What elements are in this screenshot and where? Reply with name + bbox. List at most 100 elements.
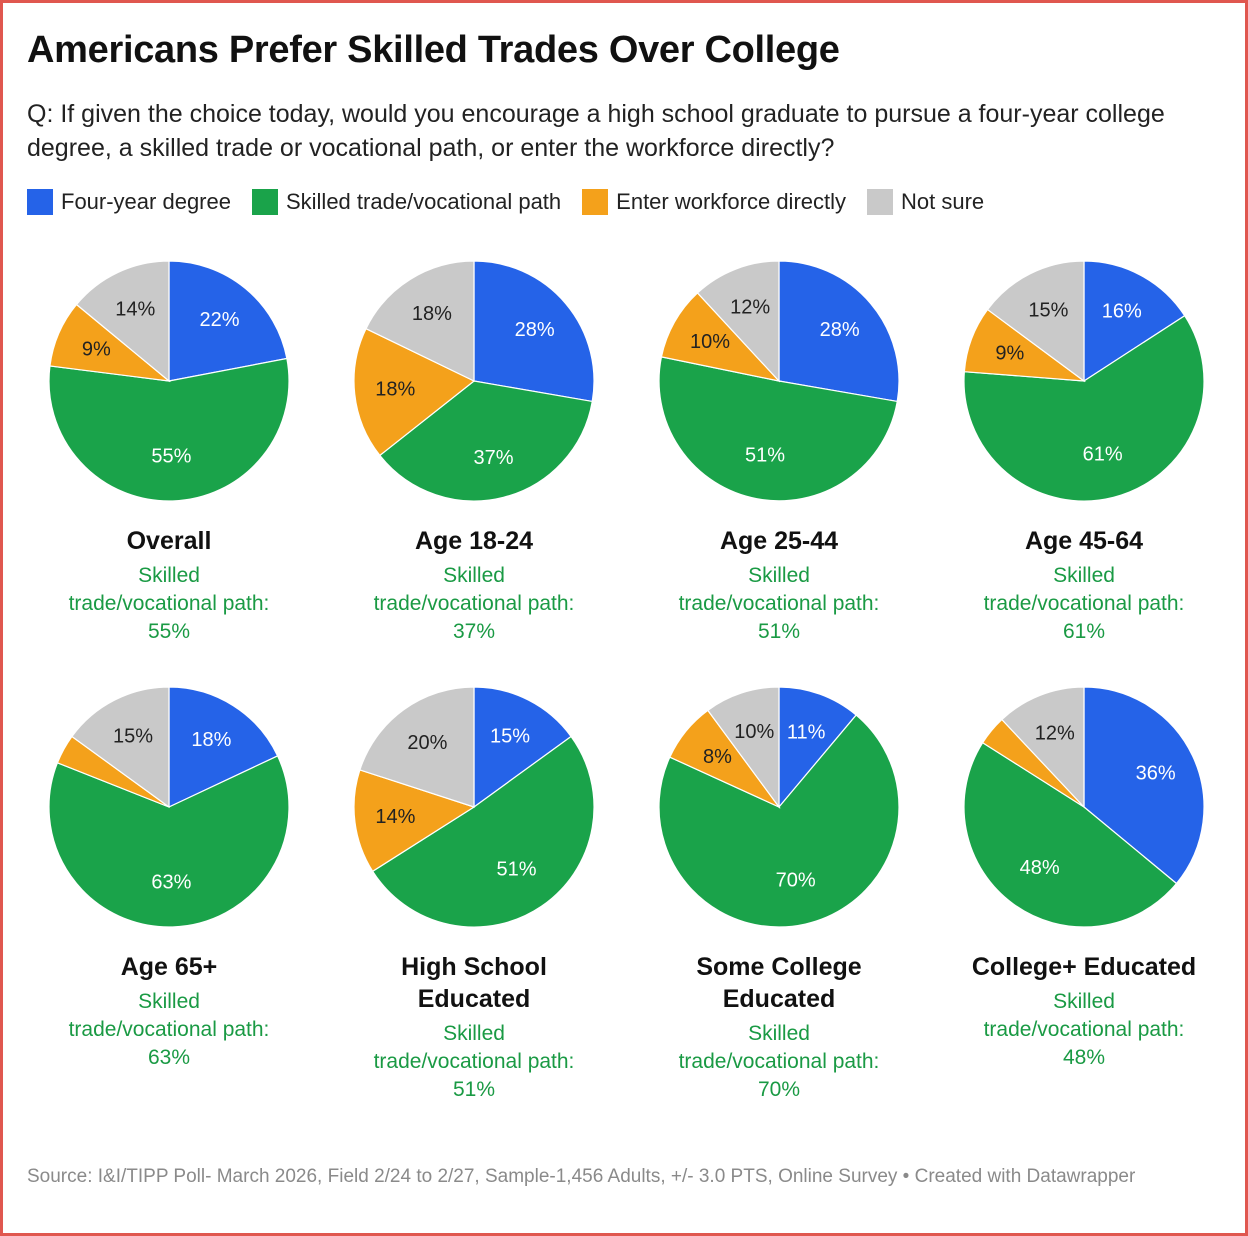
pie-slice-four-year — [473, 260, 595, 403]
slice-label-four-year: 22% — [199, 309, 239, 331]
slice-label-four-year: 16% — [1102, 300, 1142, 322]
pie-slice-workforce — [353, 327, 476, 457]
slice-label-not-sure: 10% — [734, 721, 774, 743]
slice-label-workforce: 14% — [375, 806, 415, 828]
pie-slice-four-year — [778, 260, 900, 403]
slice-label-four-year: 28% — [515, 319, 555, 341]
pie-slice-four-year — [473, 686, 572, 809]
slice-label-skilled: 61% — [1083, 443, 1123, 465]
pie-note: Skilled trade/vocational path: 51% — [678, 564, 880, 643]
slice-label-workforce: 9% — [995, 342, 1024, 364]
slice-label-workforce: 10% — [690, 331, 730, 353]
slice-label-not-sure: 20% — [407, 732, 447, 754]
legend-item-workforce: Enter workforce directly — [582, 189, 846, 215]
legend-swatch-workforce — [582, 189, 609, 215]
pie-note: Skilled trade/vocational path: 48% — [983, 990, 1185, 1069]
pie-slice-four-year — [168, 686, 279, 808]
pie-slice-not-sure — [365, 260, 475, 382]
pie-slice-four-year — [168, 260, 288, 382]
slice-label-four-year: 18% — [191, 729, 231, 751]
legend-label-skilled: Skilled trade/vocational path — [285, 189, 562, 214]
pie-chart: 28% 37% 18% 18% — [353, 260, 595, 502]
pie-chart: 11% 70% 8%10% — [658, 686, 900, 928]
pie-cell: 22% 55% 9% 14% Overall Skilled trade/vocationa… — [19, 260, 319, 691]
pie-cell: 28% 51% 10% 12% Age 25-44 Skilled trade/vocati… — [629, 260, 929, 691]
slice-label-skilled: 37% — [473, 447, 513, 469]
pie-title: Age 18-24 — [414, 527, 534, 555]
slice-label-skilled: 51% — [496, 859, 536, 881]
pie-slice-not-sure — [359, 686, 475, 808]
pie-slice-not-sure — [1001, 686, 1085, 809]
slice-label-four-year: 36% — [1136, 762, 1176, 784]
pie-title: Age 45-64 — [1024, 527, 1144, 555]
slice-label-skilled: 51% — [745, 444, 785, 466]
pie-title: Age 65+ — [120, 953, 218, 981]
slice-label-not-sure: 15% — [113, 725, 153, 747]
slice-label-skilled: 55% — [151, 446, 191, 468]
pie-slice-skilled — [963, 741, 1178, 928]
pie-chart: 22% 55% 9%14% — [48, 260, 290, 502]
pie-cell: 15% 51% 14% 20% High School Educated Skilled tr… — [324, 686, 624, 1117]
legend-swatch-skilled — [251, 189, 278, 215]
slice-label-skilled: 48% — [1020, 857, 1060, 879]
slice-label-four-year: 15% — [490, 725, 530, 747]
legend-item-not-sure: Not sure — [867, 189, 984, 215]
slice-label-not-sure: 12% — [1035, 722, 1075, 744]
pie-slice-not-sure — [71, 686, 170, 809]
pie-note: Skilled trade/vocational path: 61% — [983, 564, 1185, 643]
slice-label-workforce: 8% — [703, 746, 732, 768]
pie-cell: 28% 37% 18% 18% Age 18-24 Skilled trade/vocati… — [324, 260, 624, 691]
legend: Four-year degree Skilled trade/vocationa… — [27, 189, 1005, 215]
pie-slice-not-sure — [696, 260, 780, 383]
pie-note: Skilled trade/vocational path: 37% — [373, 564, 575, 643]
slice-label-not-sure: 15% — [1028, 299, 1068, 321]
slice-label-not-sure: 14% — [115, 298, 155, 320]
legend-swatch-four-year — [27, 189, 53, 215]
pie-chart: 15% 51% 14% 20% — [353, 686, 595, 928]
pie-slice-skilled — [658, 714, 900, 928]
pie-slice-skilled — [371, 735, 595, 928]
pie-cell: 36% 48% 12% College+ Educated Skilled trade/v… — [934, 686, 1234, 1117]
pie-slice-skilled — [379, 380, 593, 502]
pie-cell: 16% 61% 9% 15% Age 45-64 Skilled trade/vocatio… — [934, 260, 1234, 691]
pie-note: Skilled trade/vocational path: 55% — [68, 564, 270, 643]
pie-slice-four-year — [778, 686, 857, 809]
slice-label-not-sure: 18% — [412, 303, 452, 325]
slice-label-workforce: 9% — [82, 339, 111, 361]
slice-label-four-year: 11% — [787, 722, 826, 744]
pie-slice-workforce — [353, 769, 476, 873]
legend-label-four-year: Four-year degree — [61, 189, 231, 214]
pie-slice-skilled — [48, 755, 290, 928]
pie-title: High School Educated — [401, 953, 547, 1013]
pie-slice-not-sure — [707, 686, 780, 809]
pie-title: College+ Educated — [971, 953, 1197, 981]
pie-cell: 18% 63% 15% Age 65+ Skilled trade/vocational … — [19, 686, 319, 1117]
pie-note: Skilled trade/vocational path: 70% — [678, 1022, 880, 1101]
pie-slice-four-year — [1083, 260, 1186, 383]
legend-item-skilled: Skilled trade/vocational path — [251, 189, 562, 215]
pie-slice-four-year — [1083, 686, 1205, 885]
slice-label-four-year: 28% — [820, 319, 860, 341]
pie-cell: 11% 70% 8% 10% Some College Educated Skilled tr… — [629, 686, 929, 1117]
pie-note: Skilled trade/vocational path: 63% — [68, 990, 270, 1069]
pie-title: Overall — [126, 527, 212, 555]
pie-slice-not-sure — [75, 260, 170, 383]
pie-chart: 16% 61% 9%15% — [963, 260, 1205, 502]
pie-chart: 18% 63% 15% — [48, 686, 290, 928]
chart-title: Americans Prefer Skilled Trades Over Col… — [27, 29, 840, 71]
source-note: Source: I&I/TIPP Poll- March 2026, Field… — [27, 1166, 1136, 1187]
pie-slice-skilled — [48, 357, 290, 502]
chart-subtitle: Q: If given the choice today, would you … — [27, 100, 1165, 162]
pie-slice-skilled — [658, 356, 898, 502]
pie-slice-workforce — [660, 292, 781, 382]
legend-swatch-not-sure — [867, 189, 894, 215]
pie-title: Age 25-44 — [719, 527, 839, 555]
legend-label-workforce: Enter workforce directly — [616, 189, 847, 214]
slice-label-workforce: 18% — [375, 379, 415, 401]
pie-chart: 36% 48% 12% — [963, 686, 1205, 928]
pie-note: Skilled trade/vocational path: 51% — [373, 1022, 575, 1101]
pie-title: Some College Educated — [696, 953, 862, 1013]
legend-label-not-sure: Not sure — [901, 189, 985, 214]
pie-slice-not-sure — [986, 260, 1085, 383]
